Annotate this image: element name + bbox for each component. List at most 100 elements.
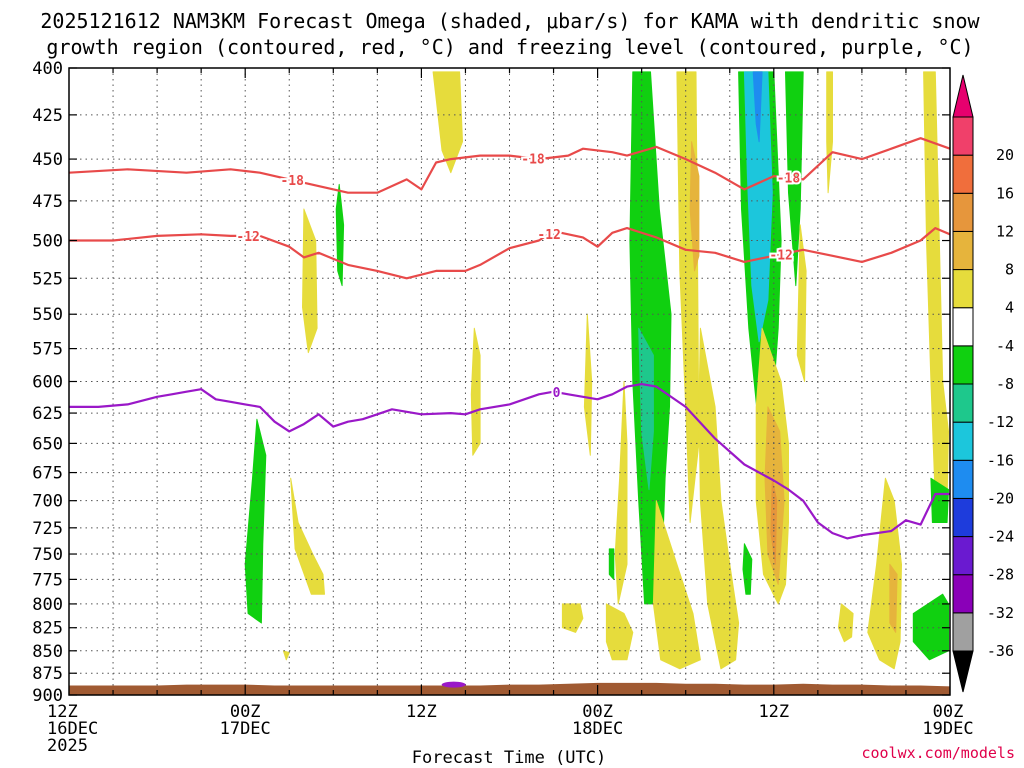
colorbar-band-8 (952, 307, 974, 347)
y-tick-label-875: 875 (32, 664, 63, 684)
y-tick-label-825: 825 (32, 619, 63, 639)
x-axis-label: Forecast Time (UTC) (412, 748, 606, 768)
y-tick-label-900: 900 (32, 686, 63, 706)
x-tick-label-0-1: 16DEC (47, 719, 98, 739)
colorbar-band-7 (952, 345, 974, 385)
y-tick-label-425: 425 (32, 106, 63, 126)
colorbar-label--4: -4 (996, 337, 1014, 355)
y-tick-label-575: 575 (32, 340, 63, 360)
colorbar-label--32: -32 (987, 604, 1014, 622)
colorbar-label--28: -28 (987, 566, 1014, 584)
colorbar-label--12: -12 (987, 413, 1014, 431)
omega-region-24 (605, 603, 634, 661)
omega-region-25 (561, 603, 584, 633)
x-tick-label-3-0: 00Z (582, 702, 613, 722)
y-tick-label-625: 625 (32, 404, 63, 424)
colorbar-band-1 (952, 574, 974, 614)
y-tick-label-750: 750 (32, 545, 63, 565)
omega-region-23 (698, 327, 740, 670)
omega-region-15 (796, 224, 807, 382)
omega-region-31 (930, 477, 949, 523)
y-tick-label-850: 850 (32, 642, 63, 662)
x-tick-label-3-1: 18DEC (572, 719, 623, 739)
colorbar-label-20: 20 (996, 146, 1014, 164)
colorbar-label-4: 4 (1005, 299, 1014, 317)
omega-region-20 (742, 543, 753, 595)
y-tick-label-675: 675 (32, 464, 63, 484)
colorbar-band-5 (952, 421, 974, 461)
freezing-level-ground-blob (441, 681, 466, 688)
y-tick-label-775: 775 (32, 570, 63, 590)
contour-line-1 (69, 227, 950, 280)
gridlines (69, 68, 950, 695)
x-tick-label-0-0: 12Z (47, 702, 78, 722)
omega-region-16 (826, 71, 833, 194)
omega-region-29 (889, 563, 898, 633)
contour-line-2 (69, 383, 950, 540)
colorbar-band-4 (952, 459, 974, 499)
y-tick-label-550: 550 (32, 305, 63, 325)
omega-region-5 (470, 327, 481, 456)
colorbar-upper-extend (952, 74, 974, 118)
x-tick-label-5-0: 00Z (933, 702, 964, 722)
omega-region-26 (608, 548, 615, 580)
colorbar-band-13 (952, 116, 974, 156)
colorbar-label--24: -24 (987, 528, 1014, 546)
colorbar-label-16: 16 (996, 184, 1014, 202)
omega-region-27 (837, 603, 854, 643)
x-tick-label-2-0: 12Z (406, 702, 437, 722)
colorbar-label-12: 12 (996, 222, 1014, 240)
contour-label-1-repeat-1: -12 (769, 248, 792, 263)
contour-label-0-repeat-0: -18 (521, 152, 545, 167)
y-tick-label-725: 725 (32, 519, 63, 539)
contour-label-0-repeat-1: -18 (777, 172, 801, 187)
credit-text: coolwx.com/models (861, 744, 1015, 762)
contour-label-2: 0 (553, 386, 561, 401)
y-tick-label-650: 650 (32, 434, 63, 454)
y-tick-label-400: 400 (32, 59, 63, 79)
omega-region-13 (752, 71, 763, 143)
omega-region-19 (770, 477, 778, 565)
colorbar-band-3 (952, 497, 974, 538)
omega-region-22 (652, 500, 701, 670)
y-tick-label-475: 475 (32, 192, 63, 212)
omega-region-33 (282, 650, 290, 661)
chart-title-line-2: growth region (contoured, red, °C) and f… (46, 35, 973, 59)
colorbar-band-9 (952, 269, 974, 309)
contour-line-0 (69, 137, 950, 194)
colorbar-label--8: -8 (996, 375, 1014, 393)
y-axis: 400 425 450 475 500 525 550 575 600 625 650 675 700 7… (32, 59, 950, 706)
omega-region-1 (302, 208, 318, 354)
y-tick-label-600: 600 (32, 373, 63, 393)
colorbar-band-2 (952, 536, 974, 576)
colorbar-band-12 (952, 154, 974, 194)
colorbar: -36 -32 -28 -24 -20 -16 -12 -8 -4 4 8 12 16 20 (952, 74, 1014, 693)
y-tick-label-500: 500 (32, 232, 63, 252)
colorbar-band-6 (952, 383, 974, 423)
colorbar-lower-extend (952, 650, 974, 693)
colorbar-label--36: -36 (987, 642, 1014, 660)
contour-label-1: -12 (236, 230, 259, 245)
omega-region-3 (244, 418, 267, 624)
colorbar-label-8: 8 (1005, 261, 1014, 279)
x-tick-label-5-1: 19DEC (922, 719, 973, 739)
contour-label-0: -18 (280, 174, 304, 189)
omega-region-12 (743, 71, 773, 343)
y-tick-label-700: 700 (32, 492, 63, 512)
omega-shading (244, 71, 949, 670)
x-tick-label-0-2: 2025 (47, 736, 88, 756)
x-tick-label-4-0: 12Z (758, 702, 789, 722)
x-tick-label-1-0: 00Z (230, 702, 261, 722)
y-tick-label-450: 450 (32, 150, 63, 170)
chart-title-line-1: 2025121612 NAM3KM Forecast Omega (shaded… (40, 9, 980, 33)
omega-region-8 (638, 327, 654, 491)
colorbar-band-10 (952, 230, 974, 271)
x-tick-label-1-1: 17DEC (220, 719, 271, 739)
omega-region-10 (689, 141, 700, 272)
y-tick-label-525: 525 (32, 269, 63, 289)
colorbar-band-0 (952, 612, 974, 652)
colorbar-label--20: -20 (987, 489, 1014, 507)
omega-region-21 (614, 381, 628, 605)
